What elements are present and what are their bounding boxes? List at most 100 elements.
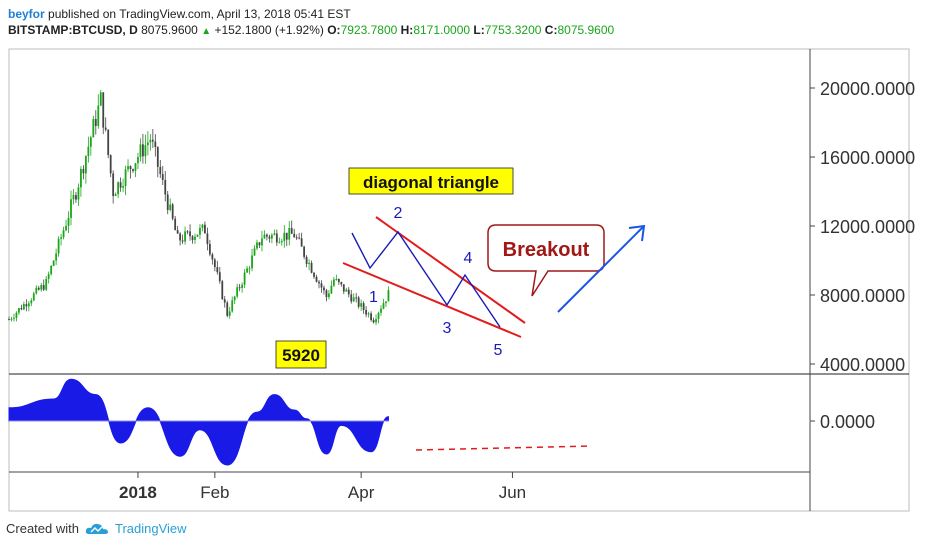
candle-body — [303, 246, 306, 257]
price-chart[interactable]: 20000.0000 16000.0000 12000.0000 8000.0000 4… — [0, 0, 932, 520]
close-value: 8075.9600 — [557, 23, 615, 37]
candle-body — [112, 173, 115, 197]
candle-body — [171, 204, 174, 219]
candle-body — [146, 142, 149, 146]
wave-label-4: 4 — [464, 250, 473, 267]
high-label: H: — [400, 23, 414, 37]
candle-body — [288, 228, 291, 240]
candle-body — [87, 146, 90, 157]
candle-body — [107, 129, 110, 156]
author-link[interactable]: beyfor — [8, 7, 45, 21]
candle-body — [30, 300, 33, 304]
candle-body — [32, 293, 35, 301]
candle-body — [70, 199, 72, 218]
candle-body — [251, 255, 253, 269]
candle-body — [65, 225, 67, 231]
candle-body — [290, 228, 293, 234]
candle-body — [82, 168, 85, 174]
candle-body — [50, 265, 53, 275]
candle-body — [261, 238, 263, 246]
candle-body — [328, 293, 330, 298]
candle-body — [127, 166, 129, 170]
candle-body — [367, 313, 370, 315]
candle-body — [228, 311, 231, 316]
candle-body — [159, 166, 162, 175]
candle-body — [204, 224, 206, 234]
candle-body — [169, 204, 172, 211]
candle-body — [340, 282, 343, 285]
time-tick-label: 2018 — [119, 483, 157, 502]
candle-body — [42, 284, 45, 290]
tradingview-brand[interactable]: TradingView — [114, 521, 187, 536]
breakout-arrow-line — [557, 225, 645, 313]
candle-body — [211, 254, 214, 260]
candle-body — [325, 290, 328, 298]
candle-body — [25, 304, 28, 307]
candle-body — [233, 296, 236, 301]
candle-body — [154, 141, 157, 148]
candle-body — [360, 303, 363, 307]
candle-body — [35, 287, 38, 294]
candle-body — [174, 218, 177, 231]
candle-body — [278, 242, 281, 244]
candle-body — [52, 260, 55, 266]
candle-body — [357, 297, 360, 307]
low-value-box — [275, 340, 327, 369]
candle-body — [238, 287, 241, 289]
candle-body — [380, 308, 382, 313]
candle-body — [20, 308, 23, 310]
candle-body — [132, 169, 134, 171]
close-label: C: — [544, 23, 558, 37]
candle-body — [194, 236, 196, 240]
oscillator-axis: 0.0000 — [810, 412, 875, 432]
candle-body — [97, 105, 100, 126]
candle-body — [37, 287, 40, 290]
candle-body — [305, 256, 308, 264]
candle-body — [72, 195, 75, 200]
wave-label-1: 1 — [369, 289, 378, 306]
candle-body — [142, 144, 144, 157]
time-tick-label: Feb — [200, 483, 229, 502]
candle-body — [370, 313, 372, 320]
wedge-upper-line — [375, 216, 526, 324]
wave-label-2: 2 — [394, 205, 403, 222]
candle-body — [332, 279, 335, 286]
candle-body — [268, 236, 271, 239]
candle-body — [84, 156, 87, 174]
candle-body — [186, 231, 189, 233]
time-axis: 2018 Feb Apr Jun — [119, 472, 526, 502]
candle-body — [256, 242, 258, 249]
candle-body — [27, 303, 30, 307]
candle-body — [114, 194, 117, 197]
candle-body — [208, 243, 211, 255]
up-triangle-icon: ▲ — [201, 26, 212, 37]
chart-header: beyfor published on TradingView.com, Apr… — [8, 6, 908, 40]
candle-body — [270, 234, 273, 239]
open-label: O: — [327, 23, 341, 37]
candle-body — [166, 194, 169, 211]
candle-body — [365, 309, 368, 315]
candle-body — [375, 319, 377, 323]
candle-body — [213, 259, 216, 268]
candle-body — [47, 274, 50, 279]
symbol-label[interactable]: BITSTAMP:BTCUSD, D — [8, 23, 138, 37]
candle-body — [151, 139, 154, 142]
candle-body — [243, 272, 246, 285]
candle-body — [223, 299, 226, 303]
candle-body — [22, 304, 25, 310]
candle-body — [102, 92, 105, 128]
oscillator-fill — [8, 378, 389, 466]
open-value: 7923.7800 — [340, 23, 398, 37]
created-with-text: Created with — [6, 521, 79, 536]
candle-body — [298, 237, 301, 239]
candle-body — [18, 308, 20, 313]
price-tick-label: 4000.0000 — [820, 355, 905, 375]
oscillator-tick-label: 0.0000 — [820, 412, 875, 432]
candle-body — [308, 262, 310, 264]
candle-body — [315, 276, 318, 282]
candle-body — [387, 290, 390, 302]
candle-body — [156, 147, 159, 167]
tradingview-cloud-icon — [85, 523, 108, 534]
candle-body — [323, 287, 325, 291]
price-change: +152.1800 (+1.92%) — [214, 23, 324, 37]
